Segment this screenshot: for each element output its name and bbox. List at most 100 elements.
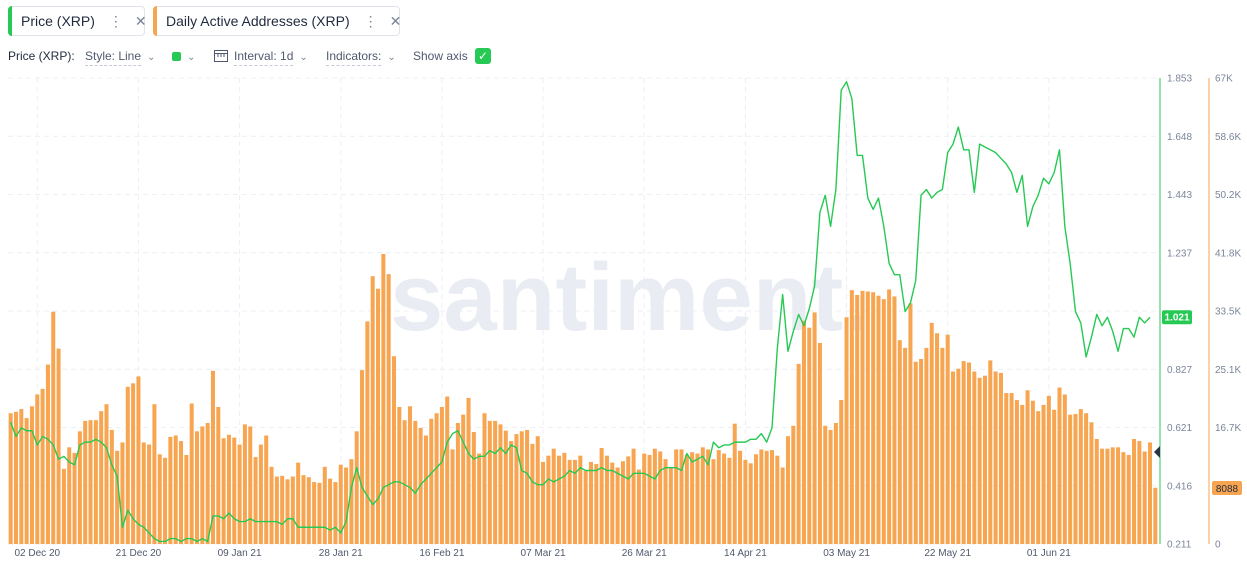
bar <box>903 347 908 544</box>
style-dropdown[interactable]: Style: Line ⌄ <box>85 49 156 66</box>
bar <box>1078 409 1083 544</box>
bar <box>386 274 391 544</box>
bar <box>956 368 961 544</box>
bar <box>312 482 317 544</box>
show-axis-checkbox[interactable]: ✓ <box>475 48 491 64</box>
bar <box>663 459 668 544</box>
bar <box>381 253 386 544</box>
tab-daily-active-addresses[interactable]: Daily Active Addresses (XRP) ⋮ ✕ <box>153 6 402 36</box>
close-icon[interactable]: ✕ <box>134 12 147 29</box>
bar <box>1025 390 1030 544</box>
last-addresses-badge: 8088 <box>1212 481 1242 495</box>
bar <box>93 420 98 544</box>
bar <box>354 431 359 544</box>
bar <box>919 358 924 544</box>
bar <box>237 444 242 544</box>
bar <box>828 429 833 544</box>
bar <box>471 432 476 544</box>
bar <box>120 442 125 544</box>
bar <box>328 478 333 544</box>
price-tick-label: 0.621 <box>1167 423 1192 434</box>
bar <box>695 453 700 544</box>
bar <box>216 406 221 544</box>
bar <box>1137 441 1142 544</box>
tab-color-bar <box>8 6 12 36</box>
bar <box>306 477 311 544</box>
bar <box>290 476 295 544</box>
bar <box>487 420 492 544</box>
bar <box>1110 447 1115 544</box>
bar <box>876 295 881 544</box>
bar <box>274 476 279 544</box>
bar <box>785 436 790 544</box>
bar <box>205 422 210 544</box>
bar <box>109 429 114 544</box>
bar <box>51 311 56 544</box>
bar <box>1004 393 1009 544</box>
interval-dropdown[interactable]: Interval: 1d ⌄ <box>214 49 308 66</box>
bar <box>525 429 530 544</box>
tab-color-bar <box>153 6 157 36</box>
bar <box>599 448 604 544</box>
indicators-dropdown[interactable]: Indicators: ⌄ <box>326 49 396 66</box>
bar <box>844 317 849 544</box>
bar <box>897 340 902 544</box>
x-tick-label: 01 Jun 21 <box>1027 548 1071 559</box>
chevron-down-icon: ⌄ <box>147 52 156 63</box>
bar <box>913 361 918 544</box>
bar <box>67 447 72 544</box>
addresses-tick-label: 0 <box>1215 540 1221 551</box>
bar <box>210 370 215 544</box>
bar <box>104 404 109 544</box>
bar <box>945 334 950 544</box>
bar <box>349 459 354 544</box>
last-price-badge: 1.021 <box>1162 310 1192 325</box>
bar <box>935 333 940 544</box>
bar <box>322 466 327 544</box>
bar <box>40 388 45 544</box>
bar <box>45 364 50 544</box>
bar <box>881 299 886 544</box>
close-icon[interactable]: ✕ <box>389 12 402 29</box>
bar <box>1105 448 1110 544</box>
bar <box>551 448 556 544</box>
bar <box>982 375 987 544</box>
bar <box>626 456 631 544</box>
bar <box>136 376 141 544</box>
bar <box>131 383 136 544</box>
bar <box>668 467 673 544</box>
bar <box>796 363 801 544</box>
bar <box>908 303 913 544</box>
bar <box>184 454 189 544</box>
bar <box>631 448 636 544</box>
bar <box>301 475 306 544</box>
bar <box>951 371 956 544</box>
bar <box>429 418 434 544</box>
bar <box>530 443 535 544</box>
bar <box>482 413 487 544</box>
price-marker-icon <box>1154 446 1160 458</box>
bar <box>179 441 184 544</box>
bar <box>1036 411 1041 544</box>
bar <box>1068 414 1073 544</box>
x-tick-label: 14 Apr 21 <box>724 548 767 559</box>
color-picker[interactable]: ⌄ <box>172 49 195 63</box>
bar <box>674 449 679 544</box>
bar <box>1084 413 1089 544</box>
more-options-icon[interactable]: ⋮ <box>363 12 378 29</box>
addresses-tick-label: 58.6K <box>1215 132 1241 143</box>
color-swatch-icon <box>172 52 181 62</box>
bar <box>594 464 599 544</box>
bar <box>455 422 460 544</box>
price-line <box>10 80 1151 543</box>
tab-price-xrp[interactable]: Price (XRP) ⋮ ✕ <box>8 6 147 36</box>
bar <box>125 386 130 544</box>
tab-label: Price (XRP) <box>21 13 95 29</box>
bar <box>147 444 152 544</box>
bar <box>423 435 428 544</box>
bar <box>823 425 828 544</box>
bar <box>168 436 173 544</box>
bar <box>141 442 146 544</box>
more-options-icon[interactable]: ⋮ <box>108 12 123 29</box>
